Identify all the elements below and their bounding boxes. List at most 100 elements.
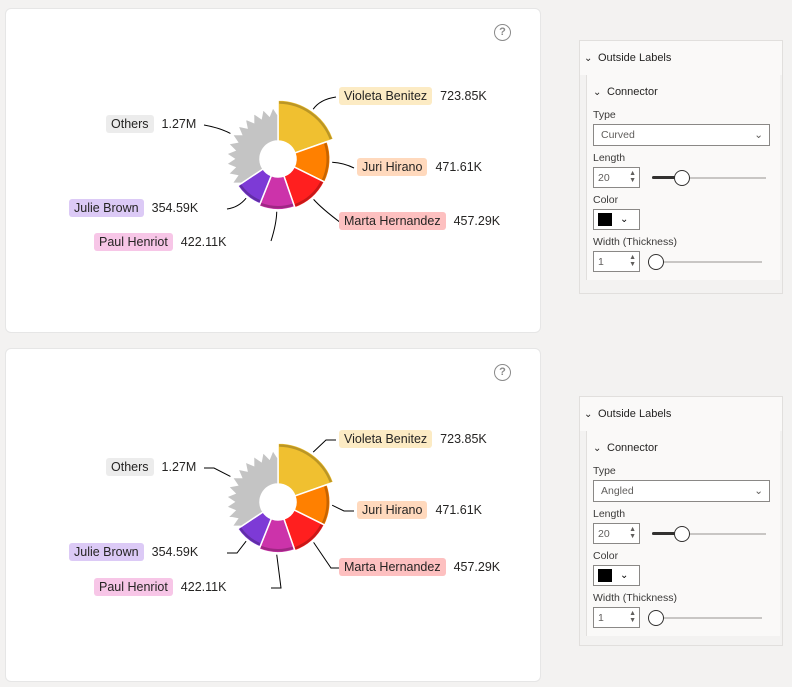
label-value: 723.85K [440,432,487,446]
label-value: 471.61K [435,160,483,174]
type-label: Type [593,465,616,477]
label-value: 422.11K [180,580,227,594]
data-label-julie: Julie Brown 354.59K [69,543,198,561]
slice-rim [260,545,294,552]
connector-type-dropdown[interactable]: Curved ⌄ [593,124,770,146]
slice-rim [279,444,333,483]
slice-marta[interactable] [282,165,326,209]
label-value: 1.27M [161,460,197,474]
slice-others[interactable] [224,448,279,528]
connector-line [312,96,337,110]
width-input[interactable]: 1 ▲ ▼ [593,607,640,628]
data-label-julie: Julie Brown 354.59K [69,199,198,217]
slice-rim [294,181,323,207]
connector-line [204,467,231,477]
connector-subsection-header[interactable]: ⌄ Connector [593,437,770,459]
length-value: 20 [598,527,610,540]
label-name: Marta Hernandez [339,212,446,230]
width-label: Width (Thickness) [593,236,678,248]
label-name: Violeta Benitez [339,430,433,448]
width-slider[interactable] [648,609,762,626]
donut-chart-angled [204,439,354,589]
spinner-icon[interactable]: ▲ ▼ [629,254,636,268]
slice-julie[interactable] [236,167,273,205]
width-slider[interactable] [648,253,762,270]
type-label: Type [593,109,616,121]
slice-rim [279,101,333,140]
chevron-down-icon: ⌄ [593,86,602,98]
color-label: Color [593,194,619,206]
format-panel-angled: ⌄ Outside Labels ⌄ Connector Type Angled ⌄ … [579,396,783,646]
dropdown-value: Curved [601,129,635,141]
help-icon[interactable]: ? [494,24,511,41]
connector-line [227,540,247,554]
slider-thumb[interactable] [648,253,664,270]
length-input[interactable]: 20 ▲ ▼ [593,523,640,544]
slider-thumb[interactable] [673,525,690,542]
width-value: 1 [598,611,604,624]
chevron-down-icon: ⌄ [754,485,763,497]
chevron-down-icon: ⌄ [584,408,593,420]
connector-type-dropdown[interactable]: Angled ⌄ [593,480,770,502]
slice-rim [239,184,261,203]
length-input[interactable]: 20 ▲ ▼ [593,167,640,188]
label-name: Others [106,458,154,476]
chevron-down-icon: ⌄ [593,442,602,454]
format-panel-curved: ⌄ Outside Labels ⌄ Connector Type Curved ⌄ … [579,40,783,294]
dropdown-value: Angled [601,485,634,497]
slice-others[interactable] [224,105,279,185]
donut-chart-curved [203,96,355,242]
help-icon[interactable]: ? [494,364,511,381]
slider-thumb[interactable] [673,169,690,186]
color-picker[interactable]: ⌄ [593,209,640,230]
label-value: 354.59K [151,201,199,215]
slice-rim [321,142,329,181]
spinner-icon[interactable]: ▲ ▼ [629,610,636,624]
spinner-icon[interactable]: ▲ ▼ [629,526,636,540]
length-label: Length [593,508,626,520]
length-value: 20 [598,171,610,184]
slice-violeta[interactable] [277,442,335,497]
data-label-paul: Paul Henriot 422.11K [94,578,226,596]
connector-subsection-header[interactable]: ⌄ Connector [593,81,770,103]
label-value: 457.29K [453,214,501,228]
label-value: 471.61K [435,503,483,517]
connector-line [332,161,355,169]
connector-section: ⌄ Connector Type Curved ⌄ Length 20 ▲ ▼ Colo… [586,75,780,280]
label-name: Julie Brown [69,199,144,217]
label-name: Others [106,115,154,133]
outside-labels-section-header[interactable]: ⌄ Outside Labels [580,41,782,75]
slice-violeta[interactable] [277,99,335,154]
length-slider[interactable] [652,525,766,542]
outside-labels-section-header[interactable]: ⌄ Outside Labels [580,397,782,431]
label-name: Juri Hirano [357,501,428,519]
section-title: Outside Labels [598,52,672,64]
data-label-juri: Juri Hirano 471.61K [357,158,482,176]
data-label-marta: Marta Hernandez 457.29K [339,212,500,230]
slider-thumb[interactable] [648,609,664,626]
connector-line [312,439,336,453]
color-label: Color [593,550,619,562]
length-label: Length [593,152,626,164]
spinner-icon[interactable]: ▲ ▼ [629,170,636,184]
slice-julie[interactable] [236,510,273,548]
slice-rim [239,527,261,546]
width-input[interactable]: 1 ▲ ▼ [593,251,640,272]
label-value: 723.85K [440,89,487,103]
data-label-others: Others 1.27M [106,115,196,133]
chart-card-angled: ? Violeta Benitez 723.85K Juri Hirano 471.… [5,348,541,682]
label-name: Paul Henriot [94,578,173,596]
color-picker[interactable]: ⌄ [593,565,640,586]
slice-rim [294,524,323,550]
connector-line [271,554,282,589]
slice-marta[interactable] [282,508,326,552]
chart-card-curved: ? Violeta Benitez 723.85K Juri Hirano 471.… [5,8,541,333]
chevron-down-icon: ⌄ [584,52,593,64]
length-slider[interactable] [652,169,766,186]
label-name: Marta Hernandez [339,558,446,576]
subsection-title: Connector [607,442,658,454]
data-label-violeta: Violeta Benitez 723.85K [339,87,487,105]
data-label-juri: Juri Hirano 471.61K [357,501,482,519]
connector-line [226,197,247,210]
connector-line [313,199,342,224]
